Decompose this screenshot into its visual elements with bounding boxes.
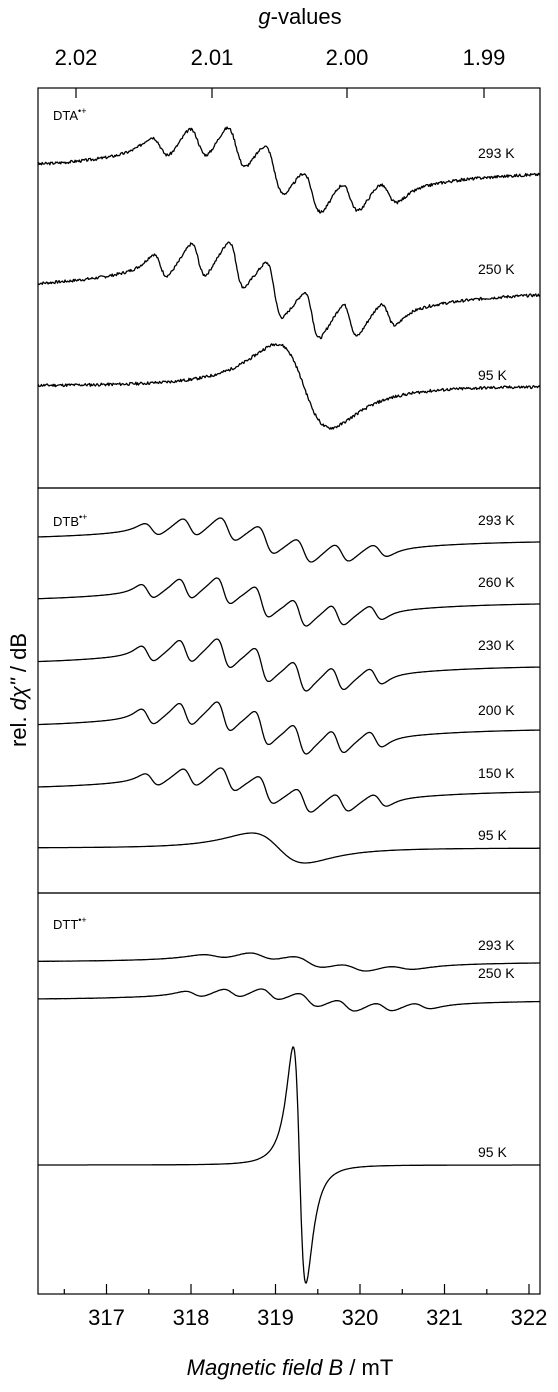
temperature-label: 260 K: [478, 574, 515, 590]
bottom-tick-label: 318: [173, 1305, 210, 1330]
panel-label-dtt: DTT•+: [53, 915, 87, 932]
spectrum-dtt-250k: [37, 988, 540, 1012]
panel-label-dtt-text: DTT: [53, 917, 78, 932]
spectrum-dtb-260k: [38, 577, 540, 627]
spectrum-dtt-95k: [38, 1046, 540, 1284]
top-tick-label: 2.02: [55, 45, 98, 70]
panel-dtt-frame: [37, 892, 541, 1295]
temperature-label: 95 K: [478, 367, 507, 383]
x-axis-title-symbol: B: [329, 1355, 344, 1380]
spectrum-dtb-95k: [38, 832, 540, 864]
top-axis-title-rest: -values: [271, 4, 342, 29]
top-axis-title-italic: g: [258, 4, 271, 29]
spectrum-dtb-200k: [37, 701, 540, 755]
x-axis-title: Magnetic field B / mT: [187, 1355, 394, 1380]
spectrum-dtb-293k: [38, 517, 540, 563]
spectrum-dtt-293k: [38, 952, 541, 972]
bottom-tick-label: 322: [511, 1305, 548, 1330]
spectrum-dta-250k: [37, 241, 540, 340]
temperature-label: 293 K: [478, 145, 515, 161]
top-axis-title: g-values: [258, 4, 341, 29]
x-axis-title-italic: Magnetic field: [187, 1355, 329, 1380]
temperature-label: 200 K: [478, 702, 515, 718]
panel-label-dtt-sup: •+: [78, 915, 86, 925]
bottom-tick-label: 317: [88, 1305, 125, 1330]
temperature-label: 293 K: [478, 512, 515, 528]
panel-label-dta-text: DTA: [53, 108, 78, 123]
panel-label-dtb-text: DTB: [53, 514, 79, 529]
panel-label-dta-sup: •+: [78, 106, 86, 116]
top-tick-label: 2.00: [326, 45, 369, 70]
y-axis-title: rel. dχ" / dB: [6, 633, 31, 747]
y-axis-title-pre: rel.: [6, 710, 31, 747]
panel-dtb-frame: [37, 487, 541, 894]
temperature-label: 95 K: [478, 827, 507, 843]
temperature-label: 95 K: [478, 1144, 507, 1160]
spectrum-dtb-150k: [38, 767, 541, 813]
y-axis-title-italic: dχ": [6, 677, 31, 710]
temperature-label: 150 K: [478, 765, 515, 781]
temperature-label: 230 K: [478, 637, 515, 653]
top-axis-ticks: [75, 88, 485, 98]
bottom-axis-ticks: [63, 1284, 530, 1294]
y-axis-title-post: / dB: [6, 633, 31, 678]
spectrum-dtb-230k: [37, 638, 540, 692]
top-tick-label: 1.99: [463, 45, 506, 70]
x-axis-title-rest: / mT: [343, 1355, 393, 1380]
bottom-tick-label: 320: [342, 1305, 379, 1330]
panel-label-dtb: DTB•+: [53, 512, 87, 529]
panel-dta-frame: [37, 87, 541, 489]
spectrum-dta-293k: [37, 126, 541, 214]
bottom-tick-label: 321: [426, 1305, 463, 1330]
top-tick-label: 2.01: [191, 45, 234, 70]
panel-label-dtb-sup: •+: [79, 512, 87, 522]
bottom-tick-label: 319: [257, 1305, 294, 1330]
spectrum-dta-95k: [37, 343, 541, 430]
spectra-layer: [37, 126, 541, 1284]
temperature-label: 250 K: [478, 261, 515, 277]
temperature-label: 293 K: [478, 937, 515, 953]
temperature-label: 250 K: [478, 965, 515, 981]
panel-label-dta: DTA•+: [53, 106, 86, 123]
